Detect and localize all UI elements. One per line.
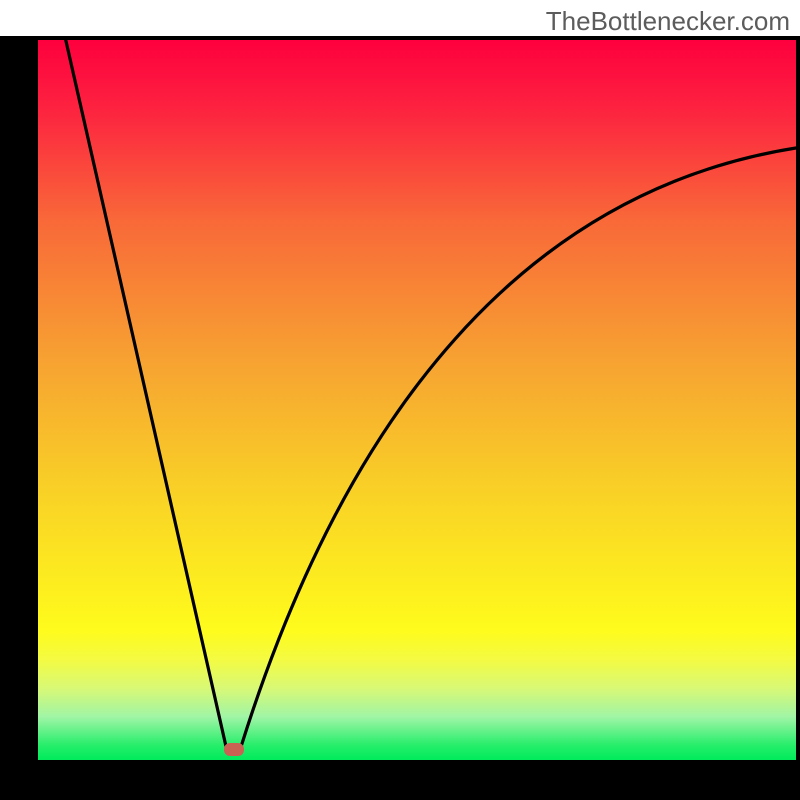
gradient-background [38,40,796,760]
valley-marker [222,741,246,758]
chart-container: TheBottlenecker.com [0,0,800,800]
watermark-text: TheBottlenecker.com [546,6,790,37]
